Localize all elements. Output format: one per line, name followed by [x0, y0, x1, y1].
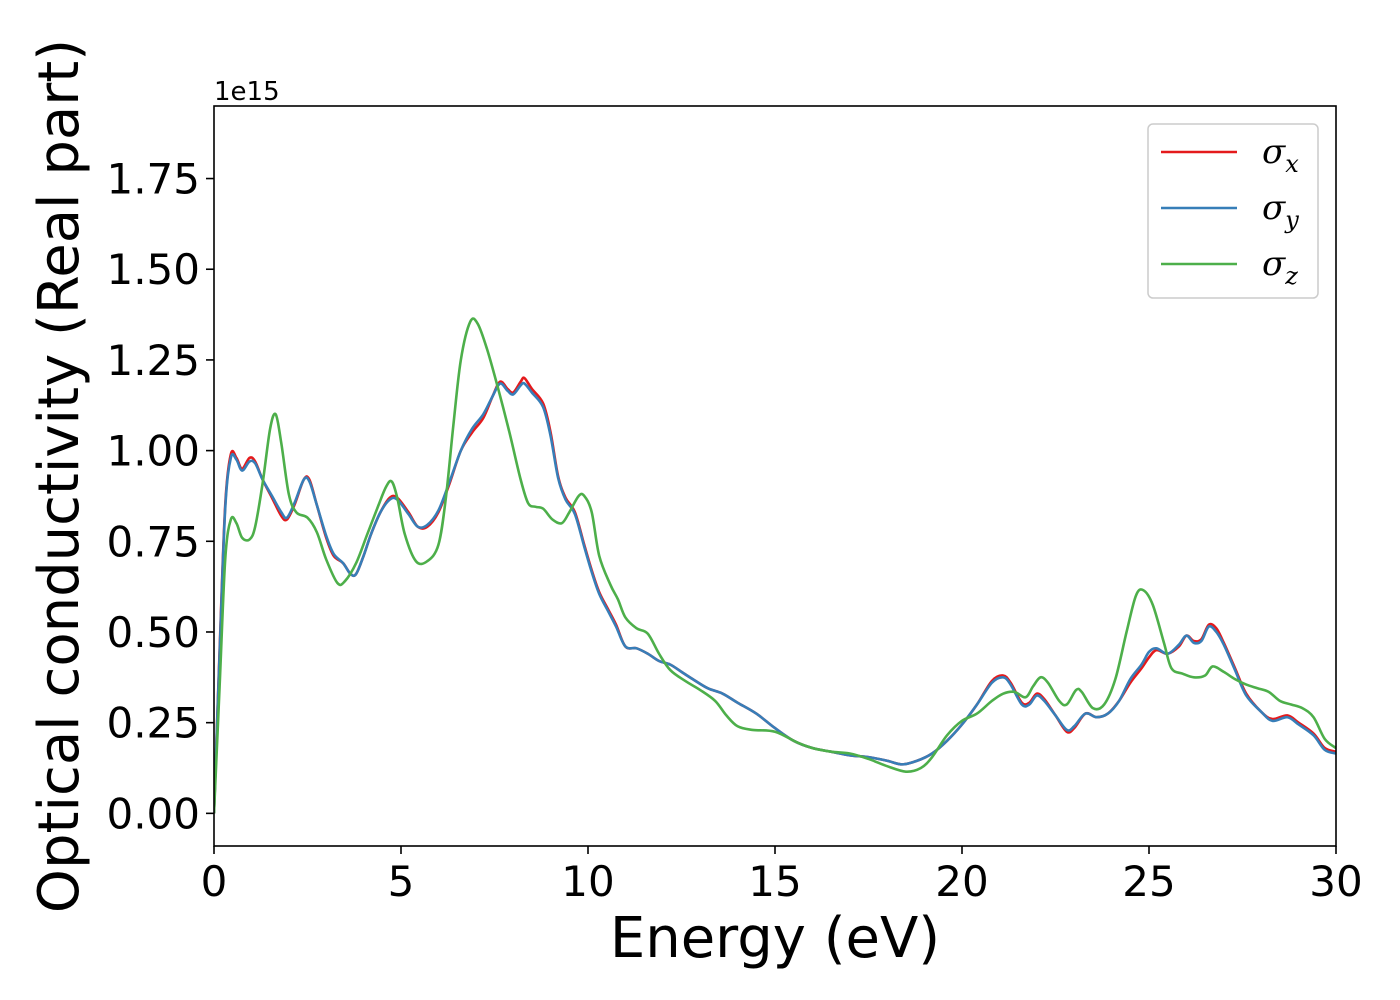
x-tick-label: 20	[935, 857, 988, 906]
x-axis-label: Energy (eV)	[610, 906, 940, 971]
legend-subscript: y	[1284, 206, 1299, 234]
legend-label-z: σz	[1262, 244, 1298, 290]
legend-symbol: σ	[1262, 188, 1286, 228]
y-tick-label: 1.25	[106, 336, 200, 385]
y-tick-label: 1.50	[106, 245, 200, 294]
legend-subscript: x	[1285, 150, 1299, 178]
series-lines	[214, 317, 1336, 814]
series-line-y	[214, 381, 1336, 814]
y-tick-label: 1.00	[106, 427, 200, 476]
x-tick-label: 25	[1122, 857, 1175, 906]
legend-frame	[1147, 123, 1319, 299]
x-tick-label: 10	[561, 857, 614, 906]
x-tick-label: 15	[748, 857, 801, 906]
y-tick-label: 0.75	[106, 517, 200, 566]
legend-symbol: σ	[1262, 132, 1286, 172]
y-tick-label: 0.25	[106, 699, 200, 748]
legend-label-x: σx	[1262, 132, 1299, 178]
series-line-z	[214, 317, 1336, 814]
x-axis: 0 5 10 15 20 25 30	[201, 846, 1363, 906]
y-tick-label: 1.75	[106, 155, 200, 204]
y-axis-label: Optical conductivity (Real part)	[27, 39, 92, 913]
x-tick-label: 5	[388, 857, 415, 906]
legend-subscript: z	[1284, 262, 1298, 290]
x-tick-label: 30	[1309, 857, 1362, 906]
y-tick-label: 0.50	[106, 608, 200, 657]
legend-symbol: σ	[1262, 244, 1286, 284]
x-tick-label: 0	[201, 857, 228, 906]
y-tick-label: 0.00	[106, 789, 200, 838]
series-line-x	[214, 376, 1336, 814]
legend-label-y: σy	[1262, 188, 1299, 234]
y-axis: 0.00 0.25 0.50 0.75 1.00 1.25 1.50 1.75	[106, 155, 214, 838]
y-offset-label: 1e15	[214, 77, 280, 107]
